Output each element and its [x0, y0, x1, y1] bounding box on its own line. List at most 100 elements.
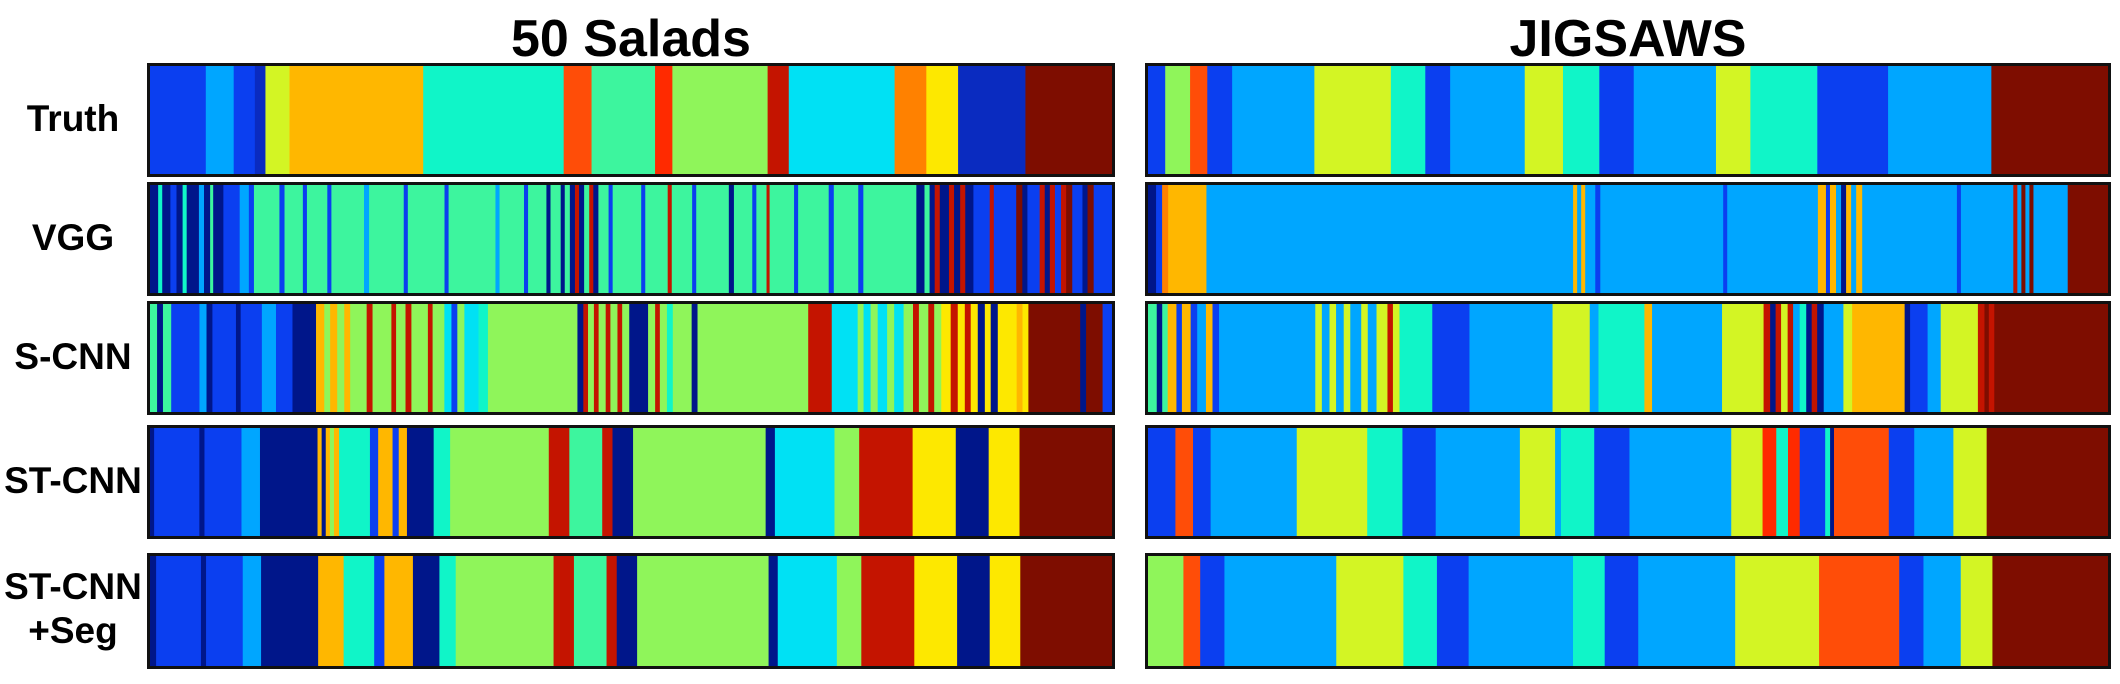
- segment-redorange: [1183, 556, 1201, 666]
- segment-amber: [289, 66, 424, 174]
- segment-cyan: [877, 304, 888, 412]
- segment-azure: [495, 185, 501, 293]
- segment-azure: [1435, 428, 1521, 536]
- row-label-truth: Truth: [26, 98, 120, 139]
- segment-blue: [1604, 556, 1639, 666]
- segment-lime: [1392, 304, 1400, 412]
- segment-green: [329, 428, 335, 536]
- segment-navy: [955, 428, 990, 536]
- segment-green: [455, 556, 555, 666]
- segment-green: [450, 428, 550, 536]
- segment-blue: [1176, 304, 1183, 412]
- column-title-jigsaws: JIGSAWS: [1509, 10, 1747, 68]
- segment-yellow: [984, 304, 992, 412]
- segment-mint: [331, 185, 365, 293]
- segment-mint: [833, 185, 859, 293]
- segment-red: [655, 66, 673, 174]
- segment-azure: [1633, 66, 1717, 174]
- segment-crimson: [617, 304, 623, 412]
- segment-blue: [444, 185, 450, 293]
- segment-redorange: [563, 66, 593, 174]
- segment-blue: [1156, 185, 1163, 293]
- segment-azure: [364, 185, 370, 293]
- segment-yellow: [957, 304, 966, 412]
- segment-azure: [1600, 185, 1724, 293]
- segment-green: [396, 304, 406, 412]
- segment-blue: [641, 185, 646, 293]
- segment-navy: [1904, 304, 1911, 412]
- segment-lime: [1715, 66, 1751, 174]
- segment-lime: [1722, 304, 1765, 412]
- segment-yellow: [970, 304, 979, 412]
- segment-azure: [1210, 428, 1298, 536]
- segment-navy: [150, 185, 159, 293]
- segment-mint: [162, 304, 172, 412]
- segment-navy: [916, 185, 925, 293]
- segment-blue: [233, 66, 256, 174]
- segment-lime: [1376, 304, 1388, 412]
- segment-mint: [528, 185, 547, 293]
- segment-mint: [573, 556, 608, 666]
- segment-blue: [828, 185, 835, 293]
- segment-blue: [1599, 66, 1635, 174]
- segment-green: [411, 304, 429, 412]
- segment-navy: [990, 304, 999, 412]
- segment-blue: [1193, 428, 1212, 536]
- segment-blue: [240, 304, 263, 412]
- segment-azure: [1862, 185, 1958, 293]
- segments-jigsaws-truth: [1148, 66, 2108, 174]
- segment-teal: [1598, 304, 1645, 412]
- segment-amber: [316, 304, 325, 412]
- segment-amber: [1852, 304, 1906, 412]
- segment-crimson: [808, 304, 833, 412]
- segment-redorange: [1175, 428, 1194, 536]
- segment-blue: [451, 304, 458, 412]
- segment-azure: [242, 556, 262, 666]
- segment-blue: [1027, 185, 1041, 293]
- segment-navy: [162, 185, 171, 293]
- segment-teal: [1560, 428, 1595, 536]
- segment-amber: [325, 428, 331, 536]
- segment-navy: [150, 428, 155, 536]
- segment-amber: [1205, 304, 1213, 412]
- segment-crimson: [766, 185, 771, 293]
- segment-mint: [569, 428, 603, 536]
- segment-azure: [199, 304, 208, 412]
- segment-amber: [1016, 304, 1023, 412]
- segment-royal: [958, 66, 1026, 174]
- segment-lime: [1552, 304, 1591, 412]
- segment-green: [324, 304, 331, 412]
- segment-blue: [1102, 304, 1112, 412]
- segment-mint: [598, 185, 610, 293]
- segment-blue: [223, 185, 241, 293]
- segment-blue: [794, 185, 799, 293]
- segment-navy: [213, 185, 224, 293]
- segmentation-strip-50-salads-st-cnn-seg: [147, 553, 1115, 669]
- segment-lime: [1296, 428, 1368, 536]
- segment-crimson: [1763, 304, 1771, 412]
- segment-amber: [317, 428, 323, 536]
- segment-azure: [1727, 185, 1819, 293]
- segmentation-strip-50-salads-truth: [147, 63, 1115, 177]
- segment-azure: [1469, 304, 1554, 412]
- segment-crimson: [427, 304, 434, 412]
- segment-blue: [858, 185, 864, 293]
- segment-mint: [645, 185, 669, 293]
- segment-blue: [608, 185, 614, 293]
- segment-crimson: [2013, 185, 2018, 293]
- segment-mint: [696, 185, 730, 293]
- segment-lime: [1953, 428, 1988, 536]
- segment-blue: [1594, 428, 1630, 536]
- segments-jigsaws-st-cnn: [1148, 428, 2108, 536]
- segment-crimson: [861, 556, 915, 666]
- segment-mint: [306, 185, 328, 293]
- segment-azure: [2017, 185, 2022, 293]
- segment-mint: [210, 185, 214, 293]
- segment-amber: [384, 556, 414, 666]
- segment-teal: [1367, 428, 1403, 536]
- segment-cyan: [774, 428, 835, 536]
- segment-navy: [957, 556, 991, 666]
- segment-crimson: [589, 185, 594, 293]
- segment-azure: [1836, 185, 1842, 293]
- segment-blue: [1888, 428, 1915, 536]
